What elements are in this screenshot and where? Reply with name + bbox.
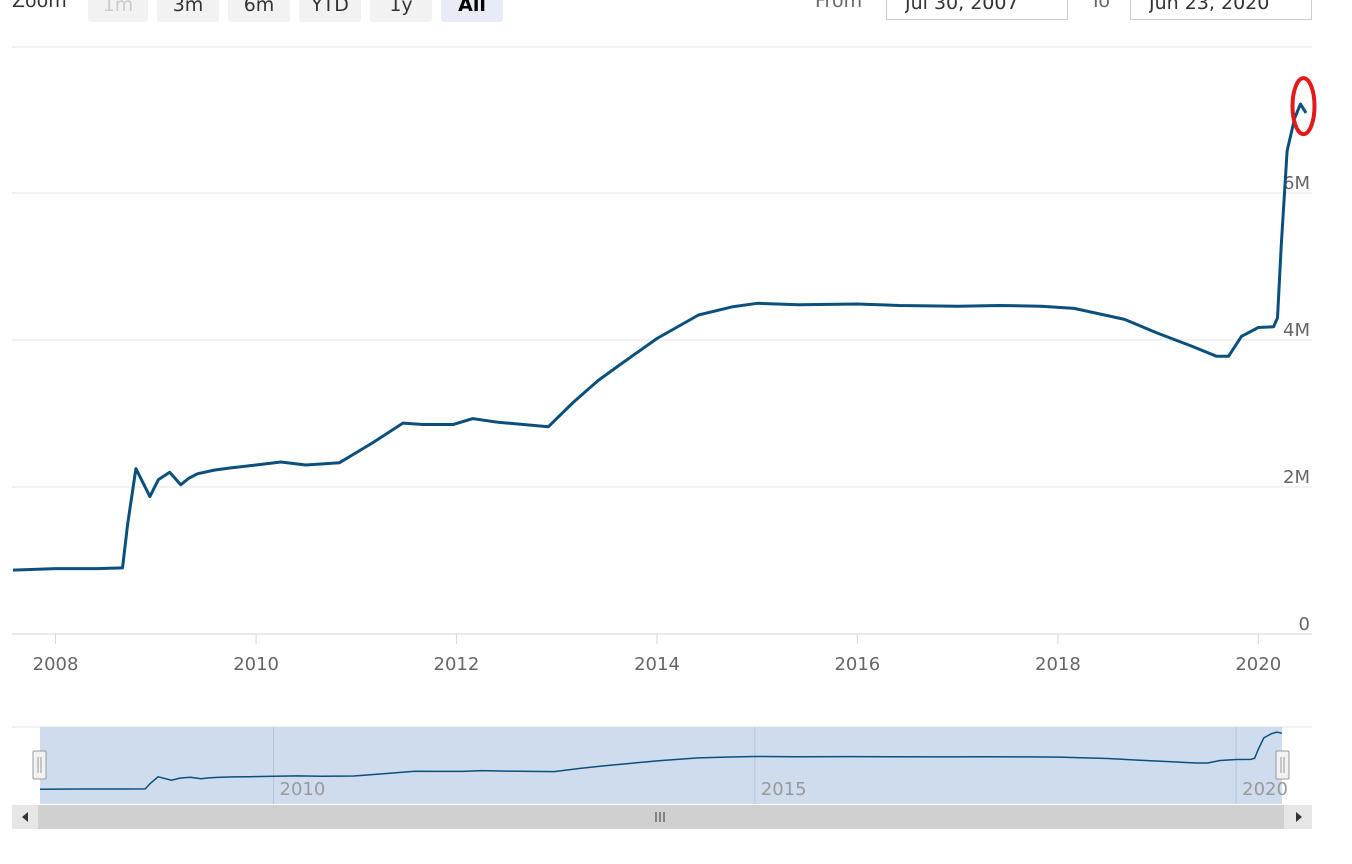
- navigator-tick-label: 2010: [280, 779, 326, 800]
- arrow-right-icon: [1296, 812, 1302, 822]
- navigator-x-axis: 2010 2015 2020: [280, 779, 1288, 800]
- navigator-tick-label: 2015: [761, 779, 807, 800]
- navigator-right-handle[interactable]: [1275, 750, 1290, 780]
- navigator-tick-label: 2020: [1242, 779, 1288, 800]
- grid-lines: [12, 192, 1312, 488]
- series-line: [12, 102, 1308, 572]
- zoom-1y-button[interactable]: 1y: [370, 0, 432, 22]
- x-tick-label: 2012: [434, 654, 480, 675]
- y-tick-label: 4M: [1283, 320, 1310, 341]
- x-tick-label: 2018: [1035, 654, 1081, 675]
- x-tick-label: 2020: [1235, 654, 1281, 675]
- x-tick-label: 2016: [834, 654, 880, 675]
- x-tick-label: 2014: [634, 654, 680, 675]
- zoom-3m-button[interactable]: 3m: [157, 0, 219, 22]
- arrow-left-icon: [22, 812, 28, 822]
- scroll-left-button[interactable]: [12, 805, 38, 829]
- x-axis: 2008 2010 2012 2014 2016 2018 2020: [33, 634, 1281, 675]
- navigator-series-line: [39, 731, 1283, 790]
- scrollbar[interactable]: [12, 805, 1312, 829]
- x-tick-label: 2010: [233, 654, 279, 675]
- from-date-input[interactable]: [886, 0, 1068, 20]
- navigator-grid: [273, 727, 1237, 804]
- zoom-ytd-button[interactable]: YTD: [299, 0, 361, 22]
- navigator-left-handle[interactable]: [32, 750, 47, 780]
- from-label: From: [815, 0, 863, 12]
- range-selector-toolbar: Zoom 1m 3m 6m YTD 1y All From To: [0, 0, 1352, 30]
- zoom-6m-button[interactable]: 6m: [228, 0, 290, 22]
- navigator[interactable]: 2010 2015 2020: [12, 726, 1312, 804]
- navigator-selection[interactable]: [40, 727, 1282, 804]
- zoom-1m-button[interactable]: 1m: [88, 0, 148, 22]
- scrollbar-thumb[interactable]: [38, 805, 1284, 829]
- zoom-label: Zoom: [12, 0, 67, 12]
- y-tick-label: 6M: [1283, 173, 1310, 194]
- scroll-right-button[interactable]: [1284, 805, 1312, 829]
- to-date-input[interactable]: [1130, 0, 1312, 20]
- y-axis: 0 2M 4M 6M: [1283, 173, 1310, 635]
- x-tick-label: 2008: [33, 654, 79, 675]
- zoom-all-button[interactable]: All: [441, 0, 503, 22]
- to-label: To: [1090, 0, 1111, 12]
- y-tick-label: 2M: [1283, 467, 1310, 488]
- y-tick-label: 0: [1299, 614, 1310, 635]
- highlight-circle-annotation: [1290, 76, 1317, 137]
